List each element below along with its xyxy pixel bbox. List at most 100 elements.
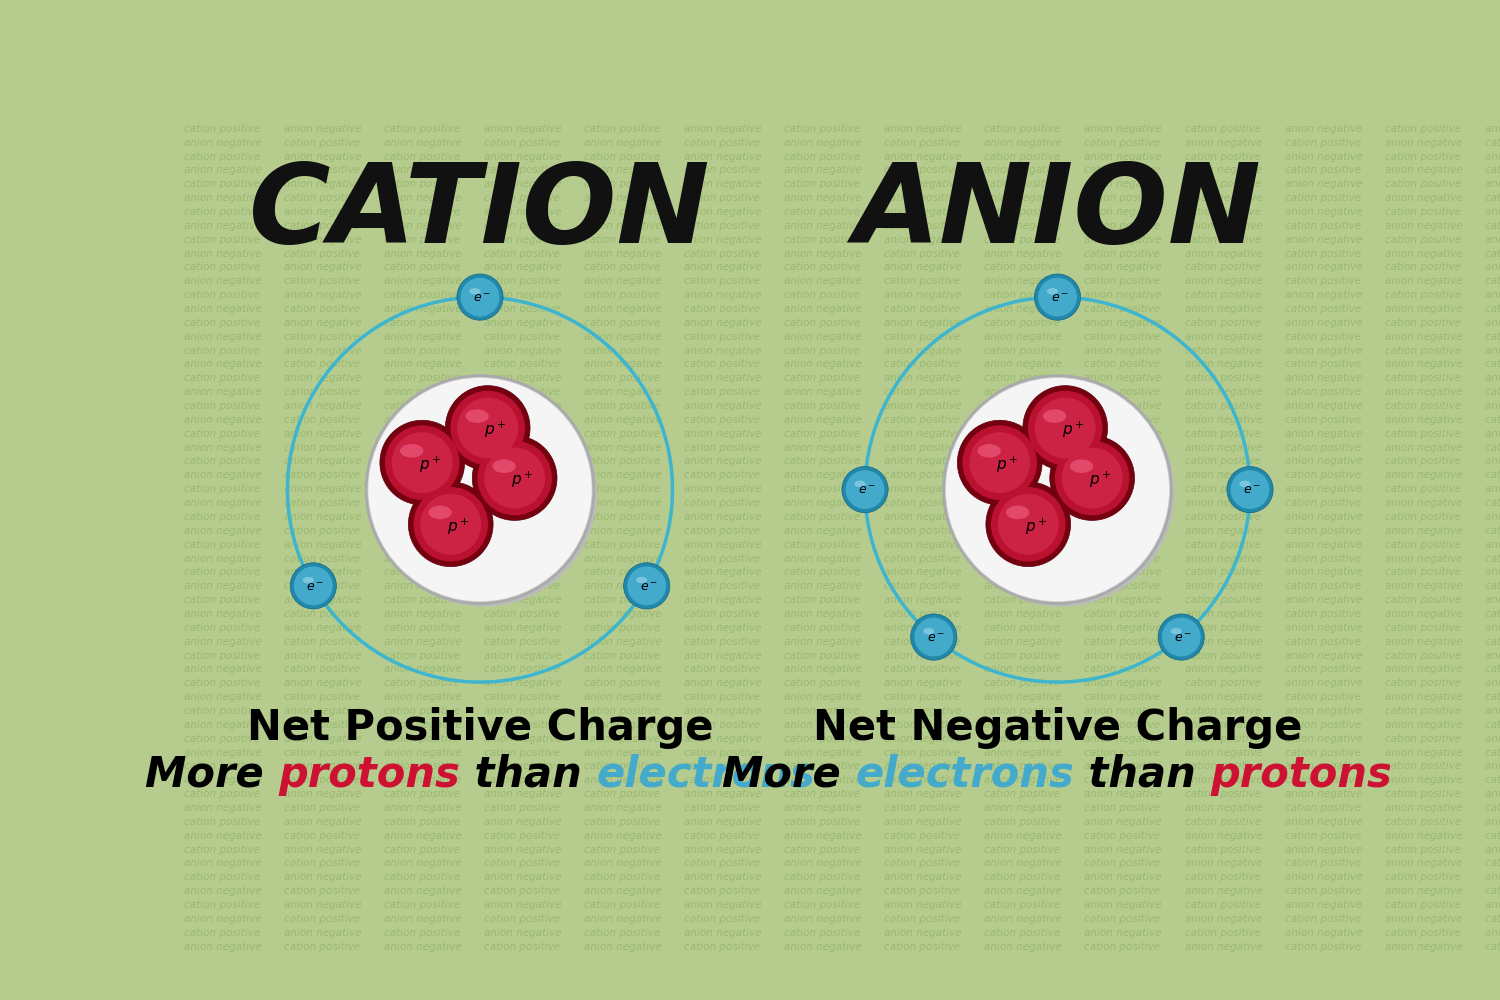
Circle shape [450,391,525,465]
Text: anion negative: anion negative [1284,346,1362,356]
Circle shape [1162,618,1200,656]
Text: anion negative: anion negative [1485,235,1500,245]
Text: anion negative: anion negative [684,152,762,162]
Text: cation positive: cation positive [1284,138,1360,148]
Circle shape [446,386,530,470]
Text: cation positive: cation positive [684,276,760,286]
Text: cation positive: cation positive [1284,942,1360,952]
Text: cation positive: cation positive [984,207,1060,217]
Circle shape [842,466,888,513]
Text: anion negative: anion negative [1084,484,1162,494]
Text: cation positive: cation positive [284,886,360,896]
Text: cation positive: cation positive [1485,332,1500,342]
Text: anion negative: anion negative [1485,401,1500,411]
Text: cation positive: cation positive [1485,359,1500,369]
Circle shape [910,614,957,660]
Text: cation positive: cation positive [984,651,1060,661]
Text: anion negative: anion negative [183,609,261,619]
Text: anion negative: anion negative [1384,886,1462,896]
Text: anion negative: anion negative [284,262,362,272]
Text: cation positive: cation positive [1084,748,1161,758]
Text: cation positive: cation positive [384,928,460,938]
Text: cation positive: cation positive [784,706,861,716]
Text: anion negative: anion negative [1185,609,1262,619]
Text: cation positive: cation positive [684,748,760,758]
Text: cation positive: cation positive [284,664,360,674]
Text: anion negative: anion negative [584,443,662,453]
Text: cation positive: cation positive [1384,540,1461,550]
Text: anion negative: anion negative [784,554,862,564]
Text: cation positive: cation positive [1084,193,1161,203]
Text: cation positive: cation positive [1384,401,1461,411]
Text: cation positive: cation positive [584,290,660,300]
Text: cation positive: cation positive [1185,623,1260,633]
Text: cation positive: cation positive [684,914,760,924]
Text: cation positive: cation positive [484,526,560,536]
Text: cation positive: cation positive [183,429,260,439]
Text: anion negative: anion negative [885,761,962,771]
Text: cation positive: cation positive [885,886,960,896]
Text: cation positive: cation positive [384,761,460,771]
Text: cation positive: cation positive [1284,276,1360,286]
Text: anion negative: anion negative [984,415,1062,425]
Text: anion negative: anion negative [1485,318,1500,328]
Text: cation positive: cation positive [1284,775,1360,785]
Circle shape [414,487,488,562]
Text: anion negative: anion negative [1485,124,1500,134]
Text: anion negative: anion negative [284,789,362,799]
Text: anion negative: anion negative [885,484,962,494]
Text: anion negative: anion negative [384,138,462,148]
Text: cation positive: cation positive [384,623,460,633]
Text: anion negative: anion negative [1185,775,1262,785]
Text: cation positive: cation positive [1284,609,1360,619]
Circle shape [366,376,594,603]
Text: anion negative: anion negative [183,276,261,286]
Text: anion negative: anion negative [1384,276,1462,286]
Text: anion negative: anion negative [284,567,362,577]
Text: cation positive: cation positive [584,346,660,356]
Text: anion negative: anion negative [183,554,261,564]
Text: anion negative: anion negative [183,914,261,924]
Text: anion negative: anion negative [284,290,362,300]
Text: anion negative: anion negative [885,346,962,356]
Text: anion negative: anion negative [1185,581,1262,591]
Text: cation positive: cation positive [1185,346,1260,356]
Text: anion negative: anion negative [484,651,561,661]
Text: cation positive: cation positive [384,512,460,522]
Text: cation positive: cation positive [1185,484,1260,494]
Text: anion negative: anion negative [484,623,561,633]
Text: anion negative: anion negative [784,831,862,841]
Text: cation positive: cation positive [484,858,560,868]
Text: cation positive: cation positive [684,138,760,148]
Text: cation positive: cation positive [384,817,460,827]
Text: anion negative: anion negative [584,914,662,924]
Text: anion negative: anion negative [984,443,1062,453]
Text: anion negative: anion negative [984,332,1062,342]
Text: anion negative: anion negative [284,346,362,356]
Text: anion negative: anion negative [484,540,561,550]
Text: cation positive: cation positive [484,581,560,591]
Text: anion negative: anion negative [484,152,561,162]
Text: cation positive: cation positive [1384,318,1461,328]
Text: anion negative: anion negative [1485,512,1500,522]
Text: anion negative: anion negative [784,165,862,175]
Text: cation positive: cation positive [1485,609,1500,619]
Circle shape [392,432,453,493]
Text: cation positive: cation positive [984,262,1060,272]
Text: cation positive: cation positive [1084,470,1161,480]
Text: cation positive: cation positive [984,429,1060,439]
Text: cation positive: cation positive [885,498,960,508]
Text: anion negative: anion negative [1485,651,1500,661]
Text: cation positive: cation positive [1284,858,1360,868]
Text: anion negative: anion negative [1185,415,1262,425]
Text: anion negative: anion negative [284,678,362,688]
Text: cation positive: cation positive [384,595,460,605]
Text: anion negative: anion negative [1185,498,1262,508]
Text: cation positive: cation positive [1384,484,1461,494]
Circle shape [460,278,500,317]
Text: cation positive: cation positive [1485,720,1500,730]
Text: cation positive: cation positive [1384,789,1461,799]
Text: anion negative: anion negative [885,152,962,162]
Text: anion negative: anion negative [1284,900,1362,910]
Text: cation positive: cation positive [284,332,360,342]
